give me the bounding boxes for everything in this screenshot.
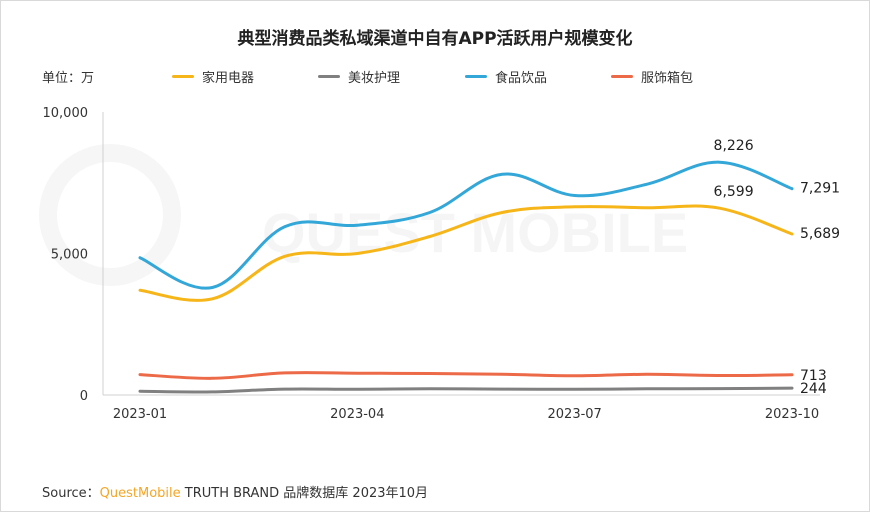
y-axis-ticks: 0 5,000 10,000 [43, 106, 89, 404]
data-label: 7,291 [800, 181, 840, 197]
legend-label-beauty: 美妆护理 [348, 71, 401, 86]
data-labels: 6,599 5,689 244 8,226 7,291 713 [714, 138, 841, 397]
x-tick-label: 2023-10 [765, 407, 819, 422]
source-note: Source：QuestMobile TRUTH BRAND 品牌数据库 202… [42, 482, 428, 501]
source-rest: TRUTH BRAND 品牌数据库 2023年10月 [180, 486, 429, 501]
series-line [138, 160, 794, 290]
data-label: 6,599 [714, 184, 754, 200]
x-tick-label: 2023-01 [113, 407, 167, 422]
series-line [138, 371, 794, 380]
legend-swatch-appliances [172, 75, 194, 78]
y-tick-label: 5,000 [51, 248, 88, 263]
legend-swatch-beauty [318, 75, 340, 78]
series-line [138, 204, 794, 302]
legend-label-apparel: 服饰箱包 [641, 71, 694, 86]
legend-item-appliances: 家用电器 [172, 67, 254, 86]
series-lines [138, 160, 794, 394]
legend-item-apparel: 服饰箱包 [611, 67, 693, 86]
data-label: 5,689 [800, 226, 840, 242]
data-label: 713 [800, 368, 827, 384]
legend-item-beauty: 美妆护理 [318, 67, 400, 86]
y-tick-label: 10,000 [43, 106, 89, 121]
data-label: 8,226 [714, 138, 754, 154]
legend-label-food: 食品饮品 [495, 71, 548, 86]
legend-swatch-food [465, 75, 487, 78]
source-prefix: Source： [42, 486, 100, 501]
x-tick-label: 2023-04 [330, 407, 384, 422]
legend-item-food: 食品饮品 [465, 67, 547, 86]
y-tick-label: 0 [80, 389, 88, 404]
series-line [138, 386, 794, 394]
legend-label-appliances: 家用电器 [202, 71, 255, 86]
x-tick-label: 2023-07 [548, 407, 602, 422]
data-label: 244 [800, 381, 827, 397]
legend-swatch-apparel [611, 75, 633, 78]
x-axis-ticks: 2023-01 2023-04 2023-07 2023-10 [113, 407, 819, 422]
chart-title: 典型消费品类私域渠道中自有APP活跃用户规模变化 [237, 29, 633, 49]
unit-label: 单位：万 [42, 71, 95, 86]
source-brand: QuestMobile [99, 486, 181, 501]
